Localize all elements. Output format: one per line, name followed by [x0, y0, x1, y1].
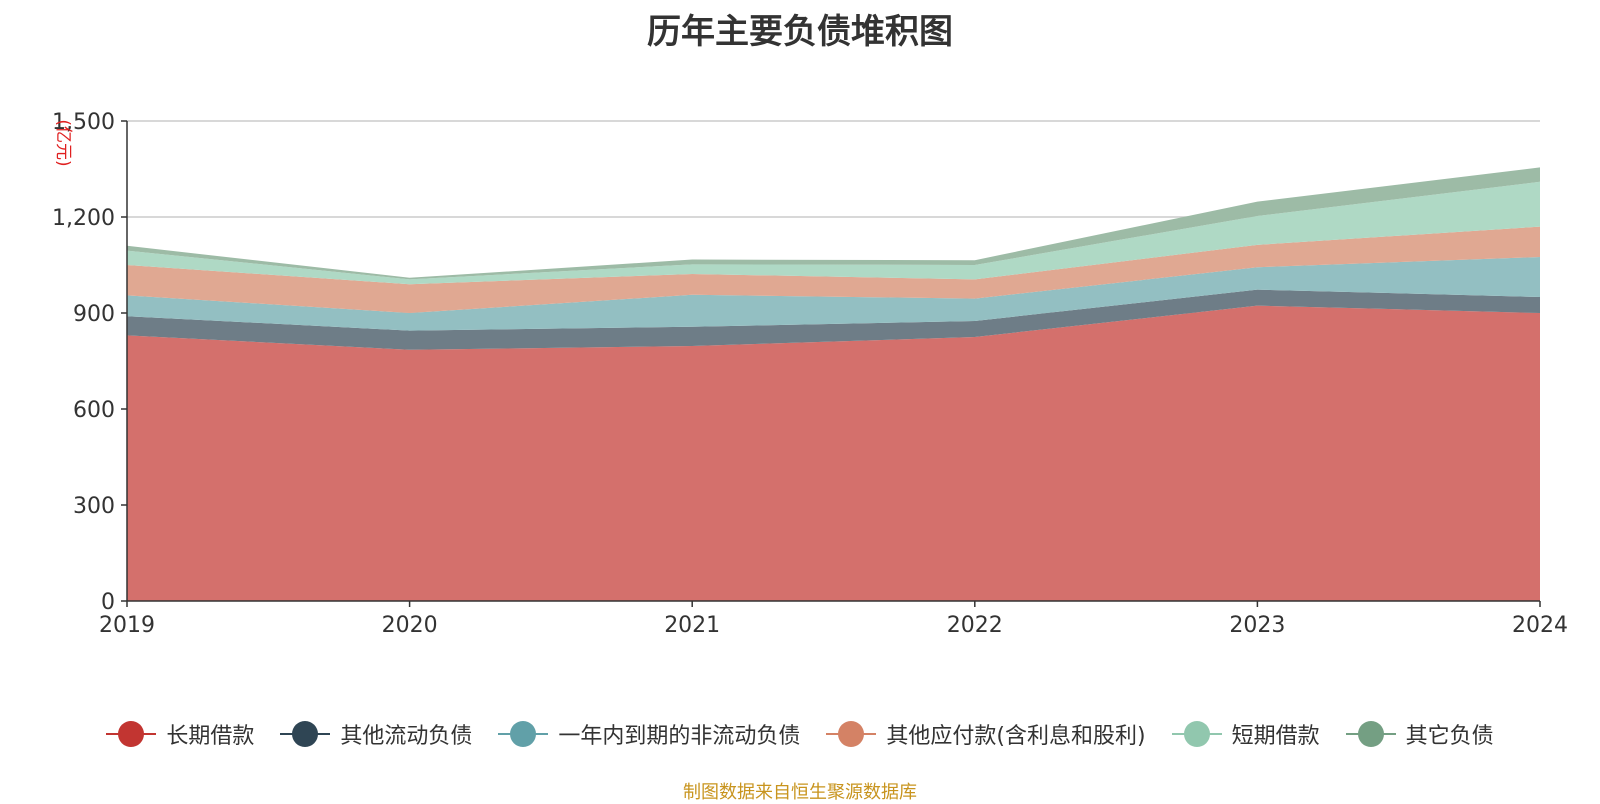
- area-series-3: [127, 226, 1540, 313]
- area-series-4: [127, 181, 1540, 285]
- legend: 长期借款 其他流动负债 一年内到期的非流动负债 其他应付款(含利息和股利) 短期借款 其它…: [0, 718, 1600, 750]
- x-tick-label: 2020: [382, 613, 438, 638]
- y-tick-label: 600: [73, 398, 115, 423]
- legend-marker-icon: [1171, 721, 1222, 747]
- source-note: 制图数据来自恒生聚源数据库: [683, 782, 917, 803]
- legend-marker-icon: [498, 721, 549, 747]
- legend-marker-icon: [826, 721, 877, 747]
- legend-label: 一年内到期的非流动负债: [558, 724, 801, 749]
- y-tick-label: 300: [73, 494, 115, 519]
- legend-marker-icon: [106, 721, 157, 747]
- legend-label: 其它负债: [1405, 724, 1494, 749]
- area-series-0: [127, 305, 1540, 601]
- x-tick-label: 2023: [1229, 613, 1285, 638]
- chart-title: 历年主要负债堆积图: [647, 12, 953, 52]
- area-series-1: [127, 289, 1540, 350]
- x-tick-label: 2019: [99, 613, 155, 638]
- y-tick-label: 1,500: [52, 110, 115, 135]
- legend-label: 其他应付款(含利息和股利): [886, 724, 1146, 749]
- legend-item-3[interactable]: 其他应付款(含利息和股利): [826, 718, 1146, 750]
- legend-item-5[interactable]: 其它负债: [1345, 718, 1494, 750]
- y-tick-label: 0: [101, 590, 115, 615]
- legend-label: 短期借款: [1231, 724, 1320, 749]
- y-axis-unit-label: (亿元): [53, 119, 73, 166]
- legend-label: 其他流动负债: [340, 724, 473, 749]
- legend-label: 长期借款: [166, 724, 255, 749]
- series-areas: [127, 167, 1540, 601]
- x-tick-label: 2021: [664, 613, 720, 638]
- legend-item-0[interactable]: 长期借款: [106, 718, 254, 750]
- area-series-2: [127, 257, 1540, 331]
- axes: 0 300 600 900 1,200 1,500 2019 2020 2021 2022 2023…: [52, 110, 1568, 638]
- legend-item-2[interactable]: 一年内到期的非流动负债: [498, 718, 800, 750]
- y-tick-label: 1,200: [52, 206, 115, 231]
- legend-item-4[interactable]: 短期借款: [1171, 718, 1320, 750]
- x-tick-label: 2022: [947, 613, 1003, 638]
- x-tick-label: 2024: [1512, 613, 1568, 638]
- legend-marker-icon: [280, 721, 331, 747]
- y-tick-label: 900: [73, 302, 115, 327]
- legend-marker-icon: [1345, 721, 1396, 747]
- legend-item-1[interactable]: 其他流动负债: [280, 718, 472, 750]
